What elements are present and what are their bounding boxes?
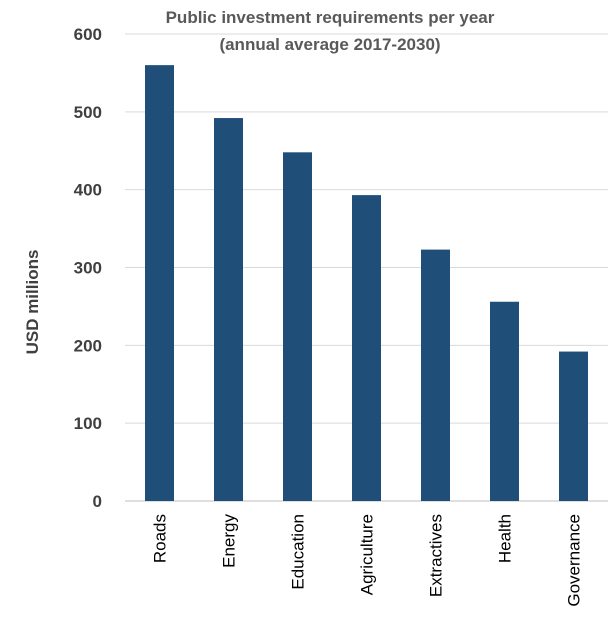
y-tick-label-200: 200 bbox=[74, 336, 102, 355]
y-tick-label-400: 400 bbox=[74, 181, 102, 200]
bar-governance bbox=[559, 351, 588, 501]
x-category-label-health: Health bbox=[496, 514, 515, 563]
x-category-label-extractives: Extractives bbox=[427, 514, 446, 597]
chart-subtitle: (annual average 2017-2030) bbox=[219, 35, 440, 54]
bar-roads bbox=[145, 65, 174, 501]
y-axis-title: USD millions bbox=[23, 250, 42, 355]
x-category-label-agriculture: Agriculture bbox=[358, 514, 377, 595]
x-category-label-education: Education bbox=[289, 514, 308, 590]
y-axis-ticks: 0 100 200 300 400 500 600 bbox=[74, 25, 102, 511]
y-tick-label-500: 500 bbox=[74, 103, 102, 122]
y-tick-label-0: 0 bbox=[93, 492, 102, 511]
x-category-label-governance: Governance bbox=[565, 514, 584, 607]
chart-title: Public investment requirements per year bbox=[166, 8, 495, 27]
x-category-label-roads: Roads bbox=[151, 514, 170, 563]
y-tick-label-300: 300 bbox=[74, 259, 102, 278]
bar-agriculture bbox=[352, 195, 381, 502]
y-tick-label-100: 100 bbox=[74, 414, 102, 433]
bar-energy bbox=[214, 118, 243, 501]
bars bbox=[145, 65, 588, 502]
bar-extractives bbox=[421, 249, 450, 501]
y-tick-label-600: 600 bbox=[74, 25, 102, 44]
bar-education bbox=[283, 152, 312, 501]
x-category-label-energy: Energy bbox=[220, 514, 239, 568]
x-axis-categories: Roads Energy Education Agriculture Extractiv… bbox=[151, 514, 584, 607]
bar-health bbox=[490, 301, 519, 501]
